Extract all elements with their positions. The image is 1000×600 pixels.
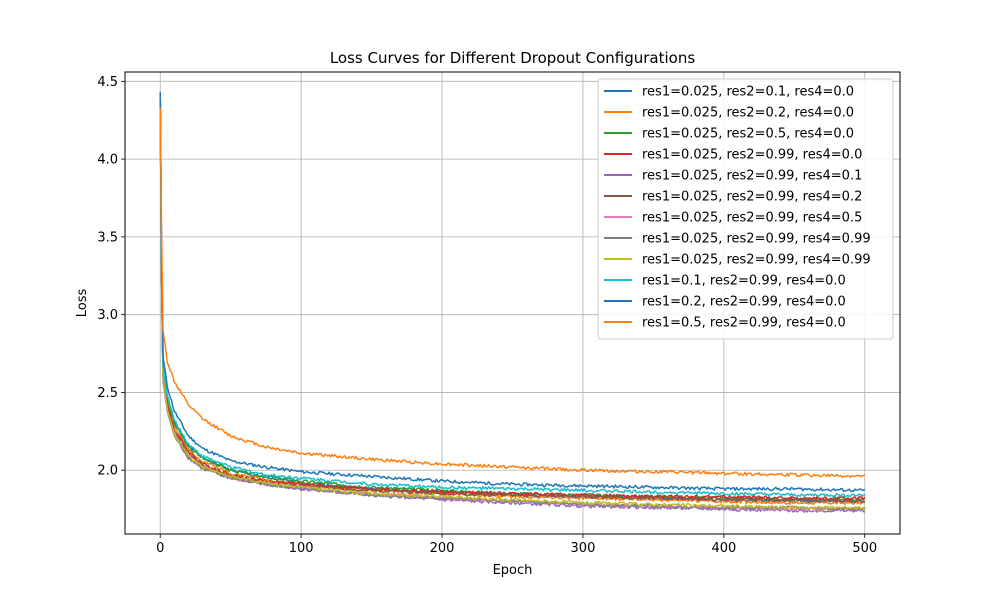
legend-label: res1=0.025, res2=0.99, res4=0.99 [642,232,871,247]
y-tick-label: 2.0 [97,464,118,479]
legend-label: res1=0.025, res2=0.99, res4=0.5 [642,211,862,226]
legend-label: res1=0.025, res2=0.99, res4=0.99 [642,253,871,268]
y-tick-label: 2.5 [97,386,118,401]
plot-frame [124,71,901,535]
x-tick-label: 500 [852,541,877,556]
legend-label: res1=0.025, res2=0.2, res4=0.0 [642,106,854,121]
legend-label: res1=0.025, res2=0.99, res4=0.2 [642,190,862,205]
series-line [159,96,866,498]
series-lines [159,92,866,513]
legend-label: res1=0.2, res2=0.99, res4=0.0 [642,295,846,310]
series-line [159,107,866,479]
series-line [159,103,866,504]
series-line [159,103,866,510]
x-tick-label: 100 [289,541,314,556]
chart-title: Loss Curves for Different Dropout Config… [330,49,696,67]
y-axis-label: Loss [75,289,90,318]
y-tick-label: 4.0 [97,153,118,168]
x-tick-label: 300 [571,541,596,556]
x-tick-label: 0 [156,541,164,556]
y-tick-label: 3.5 [97,230,118,245]
x-tick-label: 200 [430,541,455,556]
axis-ticks: 0 100 200 300 400 500 2.0 2.5 3.0 3.5 4.0 4.5 [97,75,877,556]
y-tick-label: 3.0 [97,308,118,323]
series-line [159,101,866,501]
x-tick-label: 400 [711,541,736,556]
legend: res1=0.025, res2=0.1, res4=0.0 res1=0.025… [597,78,894,340]
series-line [159,93,866,493]
legend-label: res1=0.025, res2=0.99, res4=0.1 [642,169,862,184]
legend-label: res1=0.025, res2=0.99, res4=0.0 [642,148,862,163]
legend-label: res1=0.5, res2=0.99, res4=0.0 [642,316,846,331]
legend-label: res1=0.025, res2=0.1, res4=0.0 [642,85,854,100]
legend-label: res1=0.1, res2=0.99, res4=0.0 [642,274,846,289]
x-axis-label: Epoch [493,563,533,578]
legend-label: res1=0.025, res2=0.5, res4=0.0 [642,127,854,142]
y-tick-label: 4.5 [97,75,118,90]
legend-box [597,78,894,340]
